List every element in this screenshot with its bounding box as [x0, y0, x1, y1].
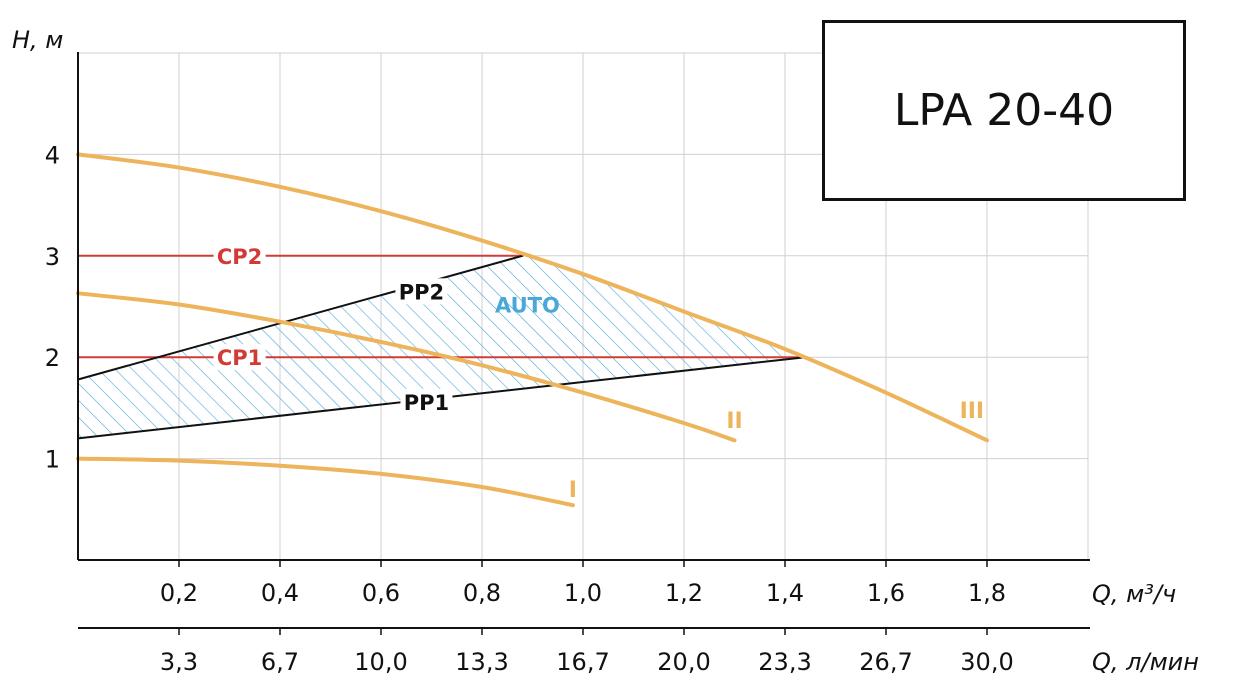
label-cp2: CP2 — [217, 245, 262, 269]
series-lines — [76, 152, 989, 508]
x-tick-label: 1,4 — [766, 579, 804, 607]
label-background — [400, 388, 453, 415]
label-pp2: PP2 — [399, 280, 444, 304]
x-tick-label: 0,4 — [261, 579, 299, 607]
y-tick-label: 2 — [45, 344, 60, 372]
x2-tick-label: 26,7 — [859, 648, 912, 676]
label-ii: II — [726, 409, 742, 434]
model-title-box: LPA 20-40 — [822, 20, 1186, 201]
axes: H, м Q, м³/ч Q, л/мин — [12, 26, 1199, 676]
x2-tick-label: 10,0 — [354, 648, 407, 676]
x-tick-label: 1,6 — [867, 579, 905, 607]
label-background — [213, 242, 266, 269]
x-tick-label: 1,2 — [665, 579, 703, 607]
series-line-i — [76, 456, 575, 508]
tick-labels: 1 2 3 4 0,2 0,4 0,6 0,8 1,0 1,2 1,4 1,6 1,8 3,3 6,7 10,… — [45, 141, 1014, 676]
series-line-iii — [76, 152, 989, 443]
label-iii: III — [960, 399, 985, 424]
x2-tick-label: 13,3 — [455, 648, 508, 676]
label-cp1: CP1 — [217, 346, 262, 370]
x-axis2-title: Q, л/мин — [1092, 648, 1199, 676]
label-background — [213, 344, 266, 371]
model-title: LPA 20-40 — [893, 85, 1115, 136]
y-tick-label: 3 — [45, 243, 60, 271]
auto-zone — [78, 253, 806, 439]
x2-tick-label: 6,7 — [261, 648, 299, 676]
x-tick-label: 0,2 — [160, 579, 198, 607]
label-auto: AUTO — [495, 293, 560, 317]
label-background — [395, 278, 448, 305]
y-tick-label: 1 — [45, 446, 60, 474]
series-line-ii — [76, 291, 737, 443]
label-i: I — [569, 478, 577, 503]
label-pp1: PP1 — [404, 391, 449, 415]
x2-tick-label: 30,0 — [960, 648, 1013, 676]
x-tick-label: 0,8 — [463, 579, 501, 607]
x-axis-title: Q, м³/ч — [1092, 580, 1176, 608]
series-line-pp2 — [77, 254, 524, 381]
auto-zone-hatch — [78, 253, 806, 439]
x2-tick-label: 3,3 — [160, 648, 198, 676]
x-tick-label: 0,6 — [362, 579, 400, 607]
x-tick-label: 1,8 — [968, 579, 1006, 607]
y-tick-label: 4 — [45, 141, 60, 169]
x2-tick-label: 20,0 — [657, 648, 710, 676]
x2-tick-label: 23,3 — [758, 648, 811, 676]
x-tick-label: 1,0 — [564, 579, 602, 607]
x2-tick-label: 16,7 — [556, 648, 609, 676]
y-axis-title: H, м — [12, 26, 63, 54]
